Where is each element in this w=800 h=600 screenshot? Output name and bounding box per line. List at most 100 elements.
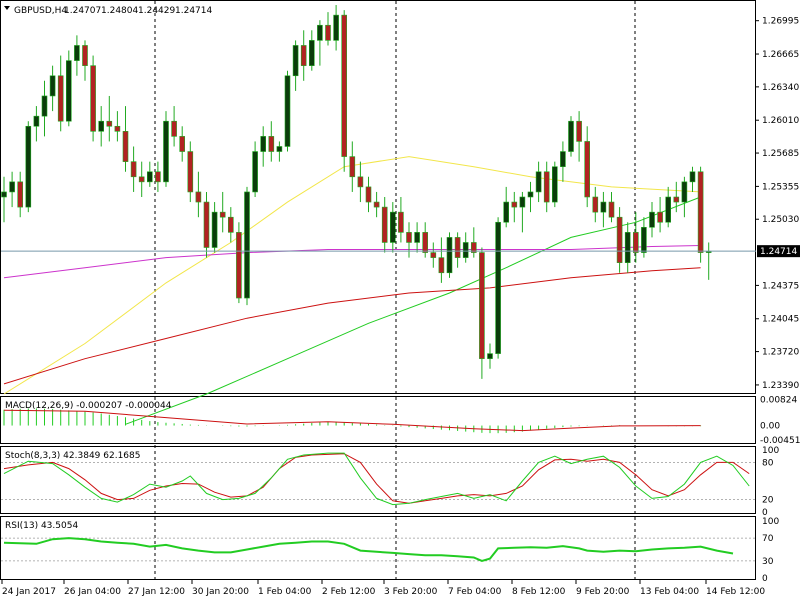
time-tick-label: 9 Feb 20:00 bbox=[576, 587, 630, 597]
candle bbox=[365, 176, 372, 213]
low-value: 1.24429 bbox=[138, 6, 175, 16]
candle-body bbox=[25, 125, 32, 208]
candle bbox=[98, 106, 104, 147]
candle-body bbox=[665, 196, 672, 223]
candle bbox=[138, 161, 145, 197]
rsi-tick-label: 0 bbox=[762, 574, 768, 584]
candle bbox=[487, 343, 493, 369]
stoch-signal-line bbox=[3, 453, 750, 504]
candle bbox=[155, 161, 161, 192]
candle-body bbox=[624, 232, 631, 263]
price-box bbox=[757, 245, 800, 258]
candle-body bbox=[535, 171, 542, 193]
candle-body bbox=[236, 232, 242, 299]
candle-body bbox=[49, 75, 56, 97]
candle-body bbox=[422, 232, 429, 253]
time-tick-label: 8 Feb 12:00 bbox=[512, 587, 566, 597]
moving-average-line bbox=[3, 267, 701, 385]
candle bbox=[33, 106, 40, 142]
candle bbox=[697, 166, 704, 263]
candle bbox=[179, 126, 185, 162]
rsi-line bbox=[3, 537, 734, 562]
candle bbox=[560, 141, 566, 182]
candle-body bbox=[260, 136, 267, 152]
candle-body bbox=[122, 131, 129, 162]
rsi-label: RSI(13) 43.5054 bbox=[5, 521, 78, 531]
candle bbox=[681, 176, 688, 218]
candle-body bbox=[138, 176, 145, 183]
candle bbox=[551, 161, 558, 208]
candle bbox=[624, 222, 631, 273]
candle-body bbox=[592, 196, 599, 213]
macd-panel-frame bbox=[0, 396, 756, 444]
candle-body bbox=[106, 120, 113, 127]
rsi-tick-label: 70 bbox=[762, 534, 774, 544]
candle bbox=[349, 141, 356, 192]
candle-body bbox=[90, 65, 96, 132]
candle bbox=[503, 186, 510, 228]
candle bbox=[357, 161, 364, 203]
candle bbox=[446, 232, 453, 278]
candle-body bbox=[57, 75, 64, 122]
candle bbox=[543, 161, 550, 213]
period-separators bbox=[154, 1, 636, 580]
candle-body bbox=[308, 40, 315, 66]
time-tick-label: 14 Feb 12:00 bbox=[706, 587, 765, 597]
candle bbox=[584, 126, 591, 208]
current-price-line: 1.24714 bbox=[1, 245, 800, 258]
time-tick-label: 2 Feb 12:00 bbox=[322, 587, 376, 597]
close-value: 1.24714 bbox=[175, 6, 212, 16]
time-tick-label: 3 Feb 20:00 bbox=[384, 587, 438, 597]
candle bbox=[74, 35, 80, 76]
candle-body bbox=[657, 211, 663, 223]
price-tick-label: 1.26010 bbox=[762, 116, 799, 126]
price-tick-label: 1.23390 bbox=[762, 381, 799, 391]
candle-body bbox=[446, 237, 453, 274]
candle-body bbox=[155, 171, 161, 183]
candle bbox=[649, 202, 655, 238]
candle bbox=[616, 207, 623, 273]
candle-body bbox=[325, 24, 331, 41]
dropdown-triangle-icon[interactable] bbox=[4, 6, 10, 10]
price-tick-label: 1.25685 bbox=[762, 149, 799, 159]
candle-body bbox=[689, 171, 696, 183]
candle-body bbox=[697, 171, 704, 253]
candle-body bbox=[349, 156, 356, 178]
high-value: 1.24804 bbox=[101, 6, 138, 16]
candle bbox=[438, 237, 445, 283]
candle bbox=[341, 10, 348, 172]
candle-body bbox=[300, 45, 307, 66]
candle-body bbox=[543, 171, 550, 203]
symbol-label: GBPUSD,H4 bbox=[14, 6, 67, 16]
candle bbox=[511, 191, 518, 223]
candle-body bbox=[487, 353, 493, 359]
candle-body bbox=[519, 196, 526, 208]
candle bbox=[187, 141, 194, 203]
candle-body bbox=[373, 201, 380, 208]
candle-body bbox=[495, 221, 501, 354]
candle bbox=[422, 222, 429, 258]
candle-body bbox=[1, 191, 7, 198]
candle-body bbox=[527, 191, 534, 198]
candle bbox=[147, 161, 153, 187]
moving-average-line bbox=[125, 196, 701, 425]
candle-body bbox=[130, 161, 137, 178]
macd-indicator: 0.00824 0.00 -0.004517 bbox=[3, 395, 800, 446]
open-value: 1.24707 bbox=[64, 6, 101, 16]
candle bbox=[592, 186, 599, 223]
candle-body bbox=[228, 216, 234, 233]
time-axis: 24 Jan 2017 26 Jan 04:00 27 Jan 12:00 30 Ja… bbox=[1, 580, 765, 597]
price-tick-label: 1.24045 bbox=[762, 315, 799, 325]
candle-body bbox=[511, 201, 518, 208]
candle-body bbox=[195, 191, 202, 203]
candle-body bbox=[179, 136, 185, 152]
price-box-label: 1.24714 bbox=[760, 247, 797, 257]
candle-body bbox=[357, 176, 364, 188]
candle bbox=[195, 171, 202, 218]
candle bbox=[1, 176, 7, 223]
candle-body bbox=[470, 242, 477, 253]
stoch-main-line bbox=[3, 452, 750, 506]
candle-body bbox=[576, 120, 582, 142]
candle bbox=[600, 191, 607, 228]
